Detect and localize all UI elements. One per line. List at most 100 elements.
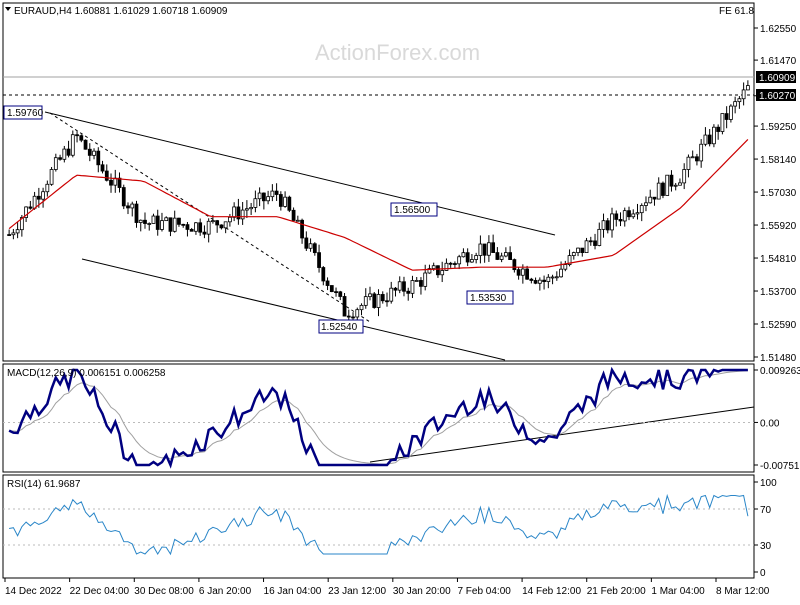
x-axis-tick: 30 Dec 08:00 (134, 586, 194, 597)
candle-body (194, 222, 198, 232)
svg-text:1.60909: 1.60909 (759, 73, 796, 84)
candle-body (707, 134, 712, 145)
svg-text:1.59760: 1.59760 (7, 108, 44, 119)
x-axis-tick: 14 Feb 12:00 (522, 586, 581, 597)
candle-body (287, 196, 292, 211)
price-axis-tick: 1.54810 (760, 254, 797, 265)
candle-body (304, 237, 309, 249)
candle-body (232, 206, 237, 218)
x-axis-tick: 6 Jan 20:00 (199, 586, 252, 597)
annotation-high: 1.59760 (3, 105, 44, 120)
candle-body (202, 231, 207, 235)
candle-body (257, 192, 262, 200)
candle-body (584, 240, 589, 254)
candle-body (635, 212, 640, 215)
candle-body (737, 98, 742, 103)
candle-body (291, 209, 296, 221)
candle-body (151, 215, 156, 224)
candle-body (465, 252, 470, 263)
price-axis-tick: 1.57030 (760, 188, 797, 199)
candle-body (661, 182, 665, 196)
candle-body (45, 183, 50, 193)
candle-body (15, 229, 20, 234)
candle-body (678, 182, 682, 186)
candle-body (83, 139, 88, 150)
candle-body (223, 221, 228, 229)
annotation-swing-low: 1.53530 (466, 290, 514, 305)
candle-body (593, 240, 597, 246)
candle-body (580, 247, 585, 254)
candle-body (601, 220, 606, 230)
x-axis: 14 Dec 2022 22 Dec 04:00 30 Dec 08:00 6 Jan… (4, 578, 770, 597)
candle-body (215, 220, 220, 226)
candle-body (571, 252, 576, 256)
candle-body (100, 164, 105, 172)
x-axis-tick: 1 Mar 04:00 (651, 586, 705, 597)
candle-body (41, 191, 45, 200)
candle-body (49, 169, 54, 185)
macd-panel (2, 363, 755, 473)
rsi-y-axis: 100 70 30 0 (754, 478, 777, 579)
candle-body (554, 276, 559, 279)
candle-body (474, 255, 479, 260)
candle-body (19, 217, 24, 231)
candle-body (321, 267, 326, 282)
candle-body (346, 315, 351, 318)
candle-body (648, 196, 653, 204)
candle-body (372, 293, 377, 308)
candle-body (32, 195, 37, 209)
candle-body (62, 148, 67, 160)
price-axis-tick: 1.51480 (760, 353, 797, 364)
annotation-swing-high: 1.56500 (390, 202, 438, 217)
rsi-axis-tick: 100 (760, 478, 777, 489)
candle-body (627, 210, 631, 218)
candle-body (11, 232, 16, 236)
dropdown-arrow-icon[interactable] (5, 7, 11, 11)
candle-body (385, 300, 389, 303)
candle-body (397, 281, 402, 291)
candle-body (351, 316, 355, 319)
rsi-line (9, 493, 749, 556)
candle-body (283, 196, 287, 207)
x-axis-tick: 30 Jan 20:00 (393, 586, 451, 597)
candle-body (138, 219, 143, 223)
candle-body (177, 217, 181, 225)
candle-body (244, 208, 249, 211)
candle-body (338, 291, 343, 297)
candle-body (79, 135, 84, 141)
candle-body (147, 223, 152, 225)
candle-body (559, 268, 563, 278)
candle-body (525, 268, 529, 280)
candle-body (508, 252, 513, 261)
candle-body (729, 105, 733, 120)
price-axis-tick: 1.55920 (760, 221, 797, 232)
candle-body (236, 206, 241, 220)
candle-body (334, 291, 338, 294)
candle-body (28, 206, 33, 209)
candle-body (597, 228, 602, 246)
candle-body (503, 252, 508, 257)
candle-body (644, 202, 648, 206)
price-axis-tick: 1.62550 (760, 24, 797, 35)
candle-body (342, 296, 347, 317)
candle-body (440, 270, 445, 276)
candle-body (198, 222, 203, 233)
svg-text:1.53530: 1.53530 (470, 293, 507, 304)
candle-body (703, 134, 708, 145)
candle-body (295, 219, 300, 222)
candle-body (104, 170, 109, 181)
x-axis-tick: 22 Dec 04:00 (70, 586, 130, 597)
candle-body (355, 309, 360, 318)
candle-body (414, 280, 419, 282)
candle-body (274, 190, 279, 195)
x-axis-tick: 14 Dec 2022 (5, 586, 62, 597)
candle-body (261, 192, 266, 202)
rsi-axis-tick: 30 (760, 541, 772, 552)
price-axis-tick: 1.58140 (760, 155, 797, 166)
candle-body (24, 206, 28, 218)
level-price-tag: 1.60270 (756, 89, 796, 102)
candle-body (631, 213, 636, 218)
candle-body (117, 177, 122, 188)
candle-body (516, 269, 521, 276)
